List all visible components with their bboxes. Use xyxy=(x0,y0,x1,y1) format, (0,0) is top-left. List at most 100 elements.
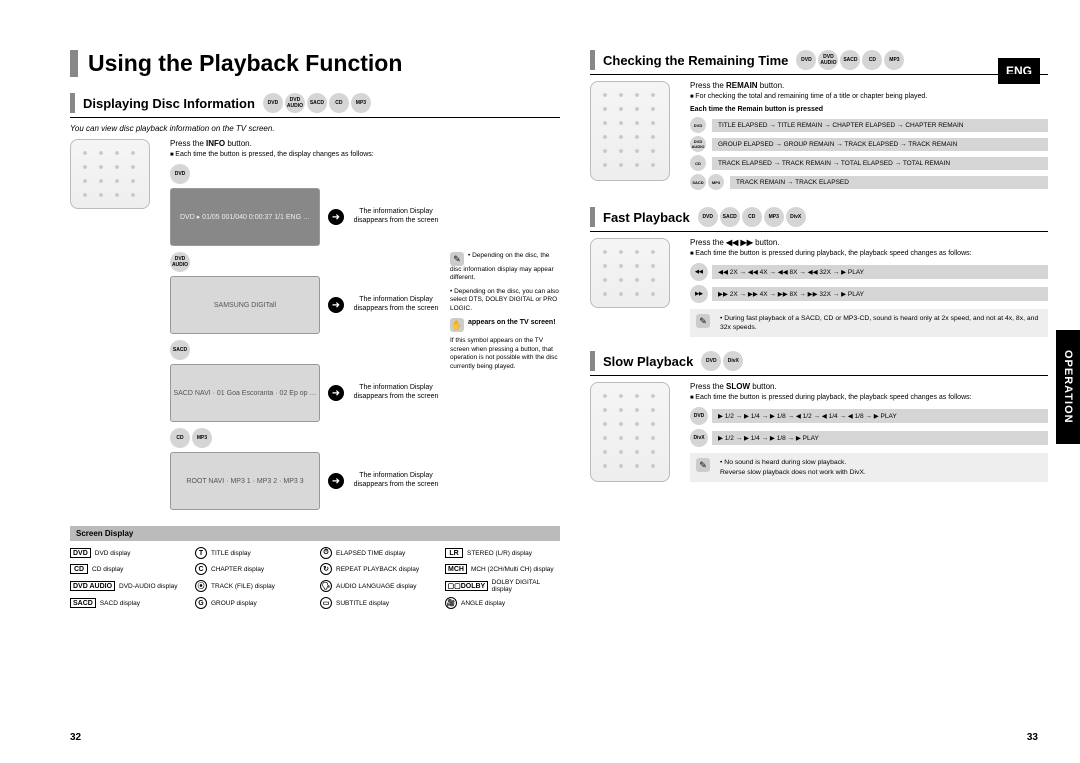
disc-icon: DVD xyxy=(698,207,718,227)
legend-icon: G xyxy=(195,597,207,609)
legend-icon: C xyxy=(195,563,207,575)
page-number-right: 33 xyxy=(1027,732,1038,743)
legend-label: SUBTITLE display xyxy=(336,600,389,607)
arrow-icon: ➜ xyxy=(328,209,344,225)
page-number-left: 32 xyxy=(70,732,81,743)
legend-label: ELAPSED TIME display xyxy=(336,550,405,557)
section-title: Checking the Remaining Time xyxy=(603,53,788,68)
disappear-caption: The information Display disappears from … xyxy=(352,208,440,226)
legend-label: CHAPTER display xyxy=(211,566,264,573)
body-column: Press the INFO button. Each time the but… xyxy=(170,139,560,516)
text: button. xyxy=(755,238,779,247)
screenshot-row: DVD ▸ 01/05 001/040 0:00:37 1/1 ENG … ➜ … xyxy=(170,188,560,246)
section-title: Fast Playback xyxy=(603,210,690,225)
legend-icon: 🗣 xyxy=(320,580,332,592)
legend-item: ⦿TRACK (FILE) display xyxy=(195,579,310,593)
legend-icon: MCH xyxy=(445,564,467,574)
sequence-text: ▶ 1/2 → ▶ 1/4 → ▶ 1/8 → ▶ PLAY xyxy=(712,431,1048,445)
tv-screenshot: ROOT NAVI · MP3 1 · MP3 2 · MP3 3 xyxy=(170,452,320,510)
legend-label: REPEAT PLAYBACK display xyxy=(336,566,419,573)
disappear-caption: The information Display disappears from … xyxy=(352,384,440,402)
text: Press the xyxy=(170,139,206,148)
legend-icon: CD xyxy=(70,564,88,574)
speed-row: DivX ▶ 1/2 → ▶ 1/4 → ▶ 1/8 → ▶ PLAY xyxy=(690,429,1048,447)
sequence-text: TITLE ELAPSED → TITLE REMAIN → CHAPTER E… xyxy=(712,119,1048,132)
sequence-text: ◀◀ 2X → ◀◀ 4X → ◀◀ 8X → ◀◀ 32X → ▶ PLAY xyxy=(712,265,1048,279)
legend-label: TRACK (FILE) display xyxy=(211,583,275,590)
section-fast-playback: Fast Playback DVD SACD CD MP3 DivX Press… xyxy=(590,207,1048,337)
speed-row: ▶▶▶▶ 2X → ▶▶ 4X → ▶▶ 8X → ▶▶ 32X → ▶ PLA… xyxy=(690,285,1048,303)
text: button. xyxy=(225,139,252,148)
tv-screenshot: SAMSUNG DIGITall xyxy=(170,276,320,334)
note-icon: ✎ xyxy=(696,458,710,472)
text: button. xyxy=(758,81,785,90)
remain-rows: DVDTITLE ELAPSED → TITLE REMAIN → CHAPTE… xyxy=(690,117,1048,190)
sequence-text: ▶ 1/2 → ▶ 1/4 → ▶ 1/8 → ◀ 1/2 → ◀ 1/4 → … xyxy=(712,409,1048,423)
disc-icon: MP3 xyxy=(192,428,212,448)
note-block: ✎ • No sound is heard during slow playba… xyxy=(690,453,1048,481)
note-block: ✎ • During fast playback of a SACD, CD o… xyxy=(690,309,1048,337)
disc-icon: CD xyxy=(170,428,190,448)
direction-icon: ▶▶ xyxy=(690,285,708,303)
remote-illustration xyxy=(70,139,160,516)
disc-icon: DVD xyxy=(690,407,708,425)
rewind-forward-icon: ◀◀ ▶▶ xyxy=(726,238,755,247)
disc-icon: DivX xyxy=(690,429,708,447)
sequence-text: TRACK ELAPSED → TRACK REMAIN → TOTAL ELA… xyxy=(712,157,1048,170)
legend-item: ▭SUBTITLE display xyxy=(320,597,435,609)
section-bar-icon xyxy=(590,351,595,371)
note-text: • No sound is heard during slow playback… xyxy=(720,458,1042,476)
disc-icon: CD xyxy=(742,207,762,227)
side-notes: ✎• Depending on the disc, the disc infor… xyxy=(450,252,560,376)
disc-icon: DVD AUDIO xyxy=(170,252,190,272)
slow-rows: DVD ▶ 1/2 → ▶ 1/4 → ▶ 1/8 → ◀ 1/2 → ◀ 1/4… xyxy=(690,407,1048,447)
legend-item: TTITLE display xyxy=(195,547,310,559)
disc-icon: DVD xyxy=(796,50,816,70)
disc-icon: DVD AUDIO xyxy=(285,93,305,113)
bullet-text: Each time the button is pressed during p… xyxy=(690,250,1048,257)
legend-label: AUDIO LANGUAGE display xyxy=(336,583,417,590)
section-title: Displaying Disc Information xyxy=(83,96,255,111)
text: Press the xyxy=(690,81,726,90)
disc-icon: MP3 xyxy=(884,50,904,70)
left-page: Using the Playback Function Displaying D… xyxy=(70,50,560,609)
legend-label: DVD display xyxy=(95,550,131,557)
disappear-caption: The information Display disappears from … xyxy=(352,296,440,314)
disc-icon: CD xyxy=(329,93,349,113)
text-bold: INFO xyxy=(206,139,225,148)
legend-item: MCH MCH (2CH/Multi CH) display xyxy=(445,563,560,575)
legend-item: ▢▢DOLBYDOLBY DIGITAL display xyxy=(445,579,560,593)
remain-row: SACDMP3TRACK REMAIN → TRACK ELAPSED xyxy=(690,174,1048,190)
direction-icon: ◀◀ xyxy=(690,263,708,281)
remote-placeholder-icon xyxy=(590,382,670,482)
text-bold: SLOW xyxy=(726,382,750,391)
text-bold: REMAIN xyxy=(726,81,758,90)
disc-icon: DVD AUDIO xyxy=(690,136,706,152)
legend-item: DVDDVD display xyxy=(70,547,185,559)
disc-icon: DVD AUDIO xyxy=(818,50,838,70)
disc-icon: DivX xyxy=(786,207,806,227)
legend-label: ANGLE display xyxy=(461,600,505,607)
legend-item: SACDSACD display xyxy=(70,597,185,609)
legend-label: DOLBY DIGITAL display xyxy=(492,579,560,593)
legend-label: MCH (2CH/Multi CH) display xyxy=(471,566,554,573)
sequence-text: TRACK REMAIN → TRACK ELAPSED xyxy=(730,176,1048,189)
speed-row: DVD ▶ 1/2 → ▶ 1/4 → ▶ 1/8 → ◀ 1/2 → ◀ 1/4… xyxy=(690,407,1048,425)
remote-placeholder-icon xyxy=(590,81,670,181)
instruction-text: Press the INFO button. xyxy=(170,139,560,148)
disc-icon: DVD xyxy=(170,164,190,184)
legend-item: LRSTEREO (L/R) display xyxy=(445,547,560,559)
spread-container: Using the Playback Function Displaying D… xyxy=(0,0,1080,629)
fast-rows: ◀◀ ◀◀ 2X → ◀◀ 4X → ◀◀ 8X → ◀◀ 32X → ▶ PLA… xyxy=(690,263,1048,303)
legend-icon: LR xyxy=(445,548,463,558)
legend-item: CDCD display xyxy=(70,563,185,575)
right-page: Checking the Remaining Time DVD DVD AUDI… xyxy=(590,50,1048,609)
legend-label: DVD-AUDIO display xyxy=(119,583,178,590)
legend-icon: ↻ xyxy=(320,563,332,575)
page-title: Using the Playback Function xyxy=(70,50,560,77)
legend-item: C CHAPTER display xyxy=(195,563,310,575)
legend-item: 🎥ANGLE display xyxy=(445,597,560,609)
legend-icon: SACD xyxy=(70,598,96,608)
legend-label: GROUP display xyxy=(211,600,257,607)
disc-icon: DivX xyxy=(723,351,743,371)
